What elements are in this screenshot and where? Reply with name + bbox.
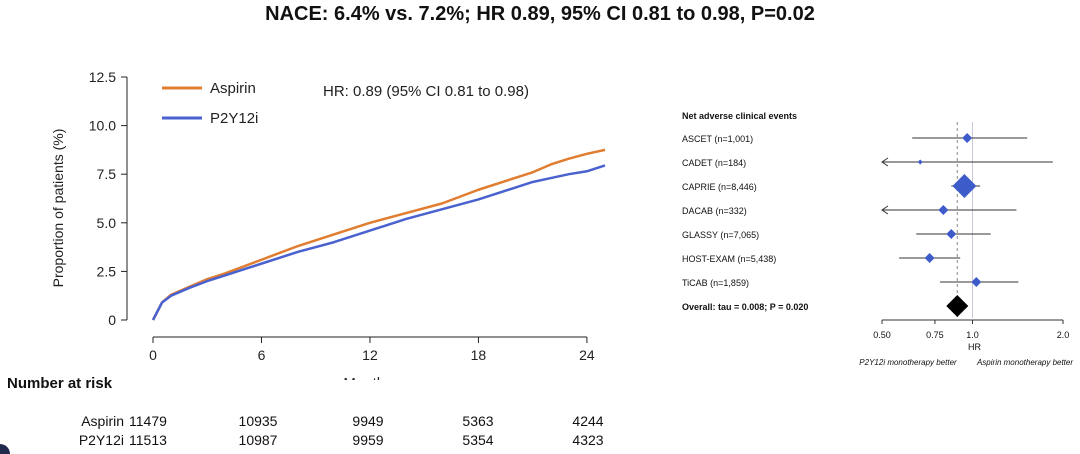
forest-x-label: HR (968, 342, 981, 352)
overall-label: Overall: tau = 0.008; P = 0.020 (682, 302, 808, 312)
forest-x-tick-label: 2.0 (1057, 330, 1070, 340)
legend-label-p2y12i: P2Y12i (210, 110, 258, 127)
ci-arrow (881, 205, 889, 215)
overall-diamond (946, 295, 969, 317)
page-title: NACE: 6.4% vs. 7.2%; HR 0.89, 95% CI 0.8… (265, 3, 815, 25)
hr-marker (952, 174, 977, 198)
x-tick-label: 18 (471, 347, 487, 363)
ci-arrow (881, 157, 889, 167)
y-tick-label: 10.0 (89, 118, 116, 134)
study-label: GLASSY (n=7,065) (682, 230, 759, 240)
series-line-aspirin (151, 148, 606, 321)
study-label: CADET (n=184) (682, 158, 746, 168)
km-chart: 0 2.5 5.0 7.5 10.0 12.5 0 6 12 18 24 Months Proporti… (50, 69, 606, 380)
risk-cell: 4323 (572, 432, 604, 448)
hr-marker (924, 253, 935, 263)
forest-x-tick-label: 1.0 (966, 330, 979, 340)
study-label: DACAB (n=332) (682, 206, 747, 216)
series-line-p2y12i (151, 164, 606, 321)
forest-header: Net adverse clinical events (682, 111, 797, 121)
y-axis-label: Proportion of patients (%) (50, 129, 66, 288)
forest-x-tick-label: 0.50 (873, 330, 891, 340)
forest-x-tick-label: 0.75 (926, 330, 944, 340)
study-label: CAPRIE (n=8,446) (682, 182, 757, 192)
y-tick-label: 0 (108, 312, 116, 328)
x-tick-label: 24 (579, 347, 595, 363)
hr-marker (946, 229, 957, 239)
y-tick-label: 12.5 (89, 69, 116, 85)
hr-marker (938, 205, 949, 215)
x-axis-label: Months (343, 375, 392, 380)
x-tick-label: 0 (149, 347, 157, 363)
hr-marker (962, 133, 973, 143)
y-tick-label: 5.0 (97, 215, 117, 231)
risk-cell: 10987 (238, 432, 278, 448)
risk-cell: 5354 (462, 432, 494, 448)
y-tick-label: 7.5 (97, 166, 117, 182)
risk-cell: 9949 (352, 413, 384, 429)
risk-row-label: P2Y12i (78, 432, 124, 448)
risk-cell: 10935 (238, 413, 278, 429)
risk-cell: 11513 (129, 432, 167, 448)
forest-plot: Net adverse clinical events ASCET (n=1,00… (682, 111, 1073, 367)
legend-label-aspirin: Aspirin (210, 80, 256, 97)
risk-cell: 9959 (352, 432, 384, 448)
x-tick-label: 6 (258, 347, 266, 363)
right-direction-label: Aspirin monotherapy better (976, 358, 1073, 367)
y-tick-label: 2.5 (97, 263, 117, 279)
risk-cell: 5363 (462, 413, 494, 429)
left-direction-label: P2Y12i monotherapy better (859, 358, 957, 367)
risk-row-label: Aspirin (81, 413, 124, 429)
study-label: TiCAB (n=1,859) (682, 278, 749, 288)
risk-cell: 11479 (129, 413, 167, 429)
x-tick-label: 12 (362, 347, 378, 363)
study-label: HOST-EXAM (n=5,438) (682, 254, 776, 264)
hr-marker (971, 277, 982, 287)
risk-cell: 4244 (572, 413, 604, 429)
risk-table-header: Number at risk (7, 375, 113, 392)
hr-marker (917, 159, 923, 165)
study-label: ASCET (n=1,001) (682, 134, 753, 144)
window-corner (0, 444, 10, 454)
hr-annotation: HR: 0.89 (95% CI 0.81 to 0.98) (323, 83, 529, 100)
